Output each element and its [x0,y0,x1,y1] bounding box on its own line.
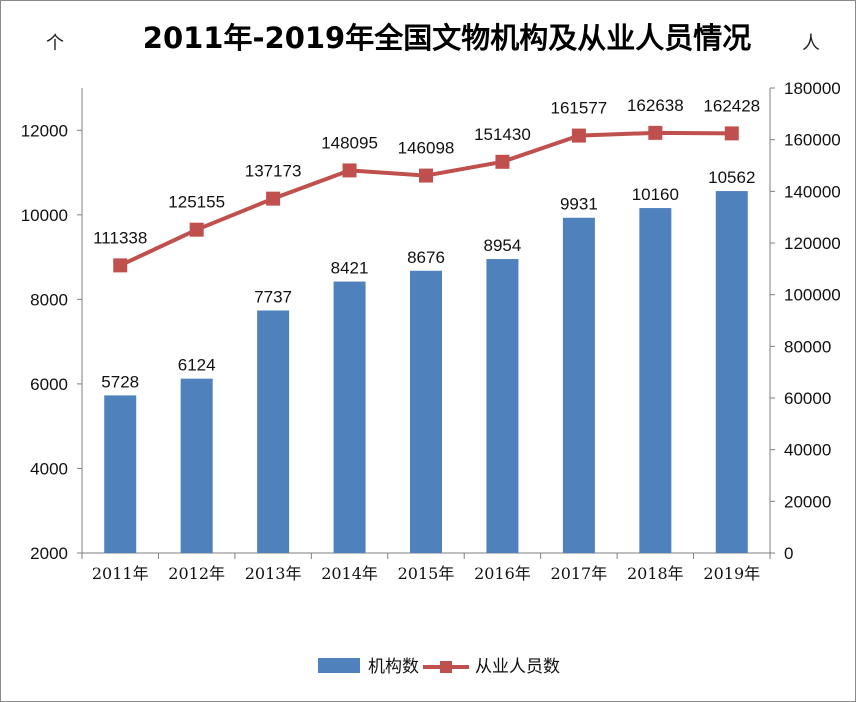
right-axis-tick-label: 0 [784,544,793,563]
line-marker-staff [342,163,357,178]
left-axis-tick-label: 12000 [21,121,68,140]
legend-label-institutions: 机构数 [368,657,419,677]
line-marker-staff [113,258,128,273]
bar-institutions [715,191,748,553]
line-marker-staff [495,154,510,169]
right-axis-tick-label: 40000 [784,441,831,460]
line-data-label: 161577 [551,99,608,118]
line-marker-staff [189,222,204,237]
right-axis-tick-label: 120000 [784,234,841,253]
legend-swatch-staff-marker [440,661,452,673]
left-axis-unit: 个 [46,33,64,54]
x-axis-tick-label: 2011年 [92,564,149,583]
bar-data-label: 9931 [560,195,598,214]
axes-layer: 2000400060008000100001200002000040000600… [21,79,841,583]
x-axis-tick-label: 2015年 [398,564,455,583]
line-marker-staff [648,125,663,140]
legend-swatch-institutions [318,658,360,673]
x-axis-tick-label: 2012年 [168,564,225,583]
right-axis-tick-label: 160000 [784,131,841,150]
right-axis-tick-label: 180000 [784,79,841,98]
bar-data-label: 6124 [178,356,216,375]
right-axis-tick-label: 20000 [784,492,831,511]
bar-data-label: 10562 [708,168,755,187]
bar-institutions [104,395,137,553]
left-axis-tick-label: 6000 [30,375,68,394]
line-layer [113,125,739,273]
line-data-label: 162638 [627,96,684,115]
line-marker-staff [266,191,281,206]
line-marker-staff [419,168,433,183]
legend-label-staff: 从业人员数 [475,657,560,677]
right-axis-tick-label: 100000 [784,286,841,305]
left-axis-tick-label: 8000 [30,290,68,309]
bars-layer [104,191,748,554]
bar-institutions [257,310,290,553]
x-axis-tick-label: 2018年 [627,564,684,583]
bar-data-label: 8676 [407,248,445,267]
line-marker-staff [724,126,739,141]
legend: 机构数 从业人员数 [318,657,560,677]
x-axis-tick-label: 2013年 [245,564,302,583]
line-marker-staff [571,128,586,143]
right-axis-tick-label: 80000 [784,337,831,356]
bar-institutions [486,259,519,553]
line-data-label: 111338 [93,228,147,247]
line-data-label: 146098 [398,139,455,158]
bar-institutions [410,270,442,553]
bar-institutions [180,378,213,553]
bar-institutions [333,281,366,553]
x-axis-tick-label: 2019年 [703,564,760,583]
x-axis-tick-label: 2017年 [551,564,608,583]
bar-data-label: 8421 [331,259,369,278]
line-data-label: 151430 [474,125,531,144]
right-axis-tick-label: 140000 [784,182,841,201]
left-axis-tick-label: 2000 [30,544,68,563]
left-axis-tick-label: 10000 [21,206,68,225]
x-axis-tick-label: 2014年 [321,564,378,583]
right-axis-tick-label: 60000 [784,389,831,408]
bar-data-label: 8954 [484,236,522,255]
x-axis-tick-label: 2016年 [474,564,531,583]
bar-data-label: 10160 [632,185,679,204]
right-axis-unit: 人 [802,33,820,54]
bar-data-label: 5728 [101,372,139,391]
bar-institutions [639,208,672,553]
left-axis-tick-label: 4000 [30,459,68,478]
chart-title: 2011年-2019年全国文物机构及从业人员情况 [143,21,751,55]
data-labels-layer: 5728 6124 7737 8421 8676 8954 9931 10160 10562 11… [93,96,760,392]
bar-data-label: 7737 [254,287,292,306]
line-data-label: 137173 [245,162,302,181]
line-data-label: 162428 [703,96,760,115]
bar-institutions [562,217,595,554]
line-data-label: 148095 [321,133,378,152]
line-data-label: 125155 [168,193,225,212]
